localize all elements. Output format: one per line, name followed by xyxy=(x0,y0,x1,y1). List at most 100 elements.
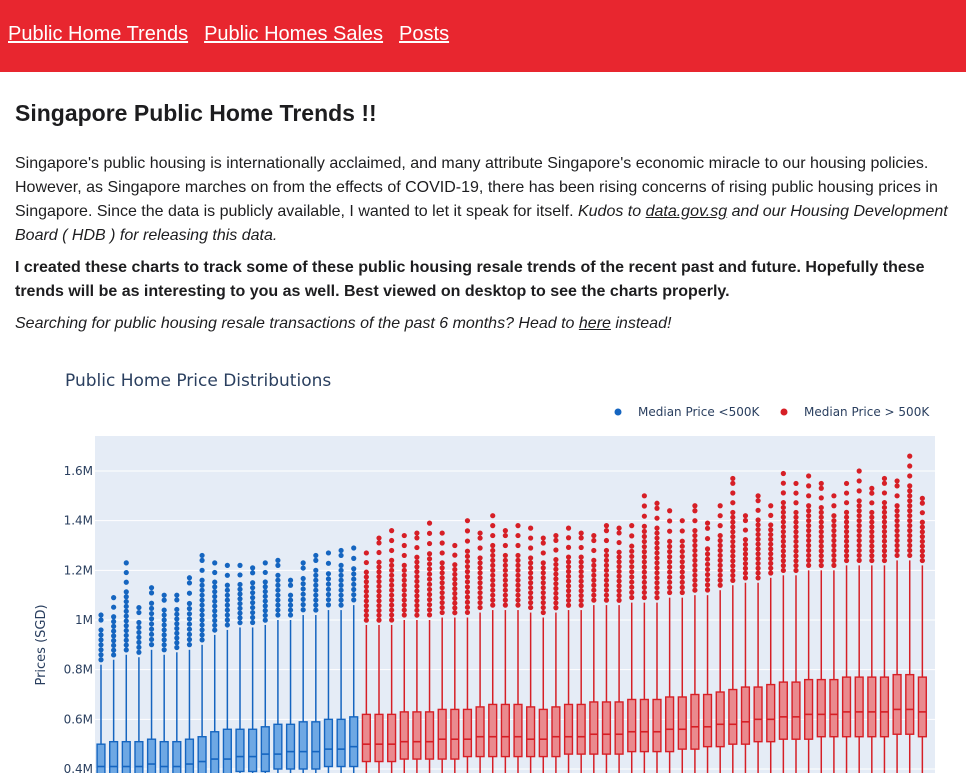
outlier-point xyxy=(123,637,129,643)
outlier-point xyxy=(742,551,749,557)
box-item[interactable] xyxy=(728,475,738,778)
box-item[interactable] xyxy=(829,493,839,778)
box-item[interactable] xyxy=(905,453,915,778)
outlier-point xyxy=(679,548,685,555)
box-item[interactable] xyxy=(879,475,890,778)
box-item[interactable] xyxy=(488,513,498,778)
outlier-point xyxy=(237,572,243,578)
box-item[interactable] xyxy=(551,532,561,778)
outlier-point xyxy=(363,593,369,599)
box-item[interactable] xyxy=(867,485,877,778)
box-item[interactable] xyxy=(652,500,662,778)
box-item[interactable] xyxy=(639,493,649,778)
outlier-point xyxy=(477,545,483,551)
box-item[interactable] xyxy=(475,530,485,778)
iqr-box xyxy=(159,740,169,778)
box-item[interactable] xyxy=(804,473,814,778)
outlier-point xyxy=(818,548,824,554)
iqr-box xyxy=(462,708,473,758)
box-item[interactable] xyxy=(690,503,700,778)
outlier-point xyxy=(730,543,736,550)
box-item[interactable] xyxy=(260,560,270,778)
outlier-point xyxy=(490,532,496,539)
box-item[interactable] xyxy=(172,592,182,778)
box-item[interactable] xyxy=(235,562,245,778)
legend-label[interactable]: Median Price <500K xyxy=(638,405,761,419)
box-item[interactable] xyxy=(437,530,447,778)
outlier-point xyxy=(831,557,837,563)
outlier-point xyxy=(692,552,698,559)
nav-public-home-trends[interactable]: Public Home Trends xyxy=(8,23,189,45)
outlier-point xyxy=(806,523,812,529)
outlier-point xyxy=(553,566,559,572)
iqr-box xyxy=(336,718,346,768)
outlier-point xyxy=(919,534,925,540)
outlier-point xyxy=(806,557,812,563)
outlier-point xyxy=(806,473,812,479)
box-item[interactable] xyxy=(285,577,296,778)
box-item[interactable] xyxy=(766,503,776,778)
outlier-point xyxy=(679,518,685,524)
outlier-point xyxy=(123,579,129,585)
outlier-point xyxy=(515,532,521,539)
box-item[interactable] xyxy=(248,565,258,778)
box-item[interactable] xyxy=(778,470,788,778)
outlier-point xyxy=(843,529,850,535)
box-item[interactable] xyxy=(450,542,460,778)
outlier-point xyxy=(212,579,218,585)
outlier-point xyxy=(881,490,888,496)
box-item[interactable] xyxy=(892,478,902,778)
box-item[interactable] xyxy=(323,550,334,778)
outlier-point xyxy=(616,592,622,599)
outlier-point xyxy=(831,532,837,539)
outlier-point xyxy=(578,544,584,551)
here-link[interactable]: here xyxy=(578,315,611,332)
data-gov-link[interactable]: data.gov.sg xyxy=(645,203,728,220)
box-item[interactable] xyxy=(854,468,864,778)
outlier-point xyxy=(755,536,761,542)
box-item[interactable] xyxy=(387,528,397,778)
outlier-point xyxy=(730,572,736,579)
outlier-point xyxy=(275,572,281,578)
box-item[interactable] xyxy=(349,545,359,778)
box-item[interactable] xyxy=(210,560,220,778)
box-item[interactable] xyxy=(399,532,409,778)
box-item[interactable] xyxy=(589,532,599,778)
box-item[interactable] xyxy=(184,575,195,778)
box-item[interactable] xyxy=(702,520,713,778)
nav-public-homes-sales[interactable]: Public Homes Sales xyxy=(204,23,384,45)
box-item[interactable] xyxy=(601,523,612,778)
box-item[interactable] xyxy=(841,480,852,778)
box-item[interactable] xyxy=(462,518,473,778)
box-item[interactable] xyxy=(753,493,763,778)
box-item[interactable] xyxy=(146,585,157,778)
outlier-point xyxy=(515,582,521,588)
outlier-point xyxy=(464,574,471,580)
outlier-point xyxy=(553,595,559,601)
outlier-point xyxy=(692,567,698,573)
box-item[interactable] xyxy=(526,525,536,778)
outlier-point xyxy=(490,582,496,588)
iqr-box xyxy=(222,728,232,775)
nav-posts[interactable]: Posts xyxy=(399,23,450,45)
outlier-point xyxy=(919,495,925,501)
outlier-point xyxy=(123,642,129,648)
box-item[interactable] xyxy=(311,552,321,778)
box-item[interactable] xyxy=(222,562,232,778)
box-item[interactable] xyxy=(374,535,384,778)
box-item[interactable] xyxy=(665,508,675,778)
box-item[interactable] xyxy=(677,518,687,778)
outlier-point xyxy=(186,611,193,617)
box-item[interactable] xyxy=(298,560,308,778)
box-item[interactable] xyxy=(424,520,435,778)
box-item[interactable] xyxy=(109,595,119,778)
outlier-point xyxy=(553,571,559,577)
box-item[interactable] xyxy=(121,560,131,778)
box-item[interactable] xyxy=(791,480,801,778)
legend-label[interactable]: Median Price > 500K xyxy=(804,405,930,419)
box-item[interactable] xyxy=(576,530,586,778)
box-item[interactable] xyxy=(614,525,624,778)
outlier-point xyxy=(629,589,635,595)
outlier-point xyxy=(376,583,382,589)
outlier-point xyxy=(515,602,521,608)
